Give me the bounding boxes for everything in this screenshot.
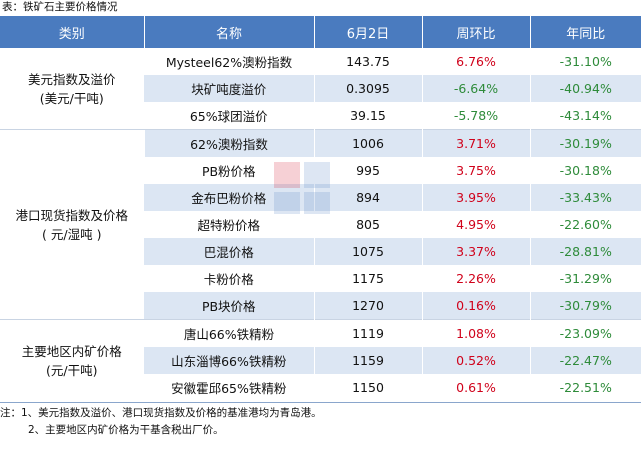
week-change: 3.95%	[421, 184, 530, 211]
item-name: PB粉价格	[144, 157, 314, 184]
price-value: 1270	[313, 292, 422, 320]
year-change: -31.29%	[529, 265, 641, 292]
header-wow: 周环比	[421, 16, 530, 48]
price-value: 1175	[313, 265, 422, 292]
price-value: 805	[313, 211, 422, 238]
item-name: 安徽霍邱65%铁精粉	[144, 374, 314, 401]
year-change: -31.10%	[529, 48, 641, 75]
week-change: 0.61%	[421, 374, 530, 401]
item-name: PB块价格	[144, 292, 314, 320]
item-name: 62%澳粉指数	[143, 129, 314, 157]
iron-ore-price-table: 类别 名称 6月2日 周环比 年同比 美元指数及溢价 (美元/干吨) Mysteel…	[0, 16, 641, 401]
week-change: 0.16%	[421, 292, 530, 320]
table-row: PB粉价格 995 3.75% -30.18%	[0, 157, 641, 184]
category-label: 主要地区内矿价格	[21, 343, 122, 359]
year-change: -43.14%	[529, 102, 641, 130]
year-change: -22.47%	[529, 347, 641, 374]
category-cell: 美元指数及溢价 (美元/干吨)	[0, 48, 144, 130]
week-change: 3.37%	[421, 238, 530, 265]
table-row: 65%球团溢价 39.15 -5.78% -43.14%	[0, 102, 641, 130]
category-unit: (美元/干吨)	[39, 90, 104, 106]
note-2: 2、主要地区内矿价格为干基含税出厂价。	[28, 424, 224, 436]
note-1: 注：1、美元指数及溢价、港口现货指数及价格的基准港均为青岛港。	[0, 407, 322, 419]
table-row: 安徽霍邱65%铁精粉 1150 0.61% -22.51%	[0, 374, 641, 401]
year-change: -30.79%	[529, 292, 641, 320]
header-yoy: 年同比	[529, 16, 641, 48]
week-change: 1.08%	[421, 319, 530, 347]
year-change: -22.60%	[529, 211, 641, 238]
year-change: -30.19%	[529, 129, 641, 157]
table-caption: 表：铁矿石主要价格情况	[2, 1, 118, 13]
week-change: 2.26%	[421, 265, 530, 292]
item-name: 金布巴粉价格	[144, 184, 314, 211]
category-cell: 港口现货指数及价格 ( 元/湿吨 )	[0, 129, 144, 320]
week-change: 3.71%	[421, 129, 530, 157]
year-change: -22.51%	[529, 374, 641, 401]
table-body: 美元指数及溢价 (美元/干吨) Mysteel62%澳粉指数 143.75 6.76% -…	[0, 48, 641, 401]
table-row: 金布巴粉价格 894 3.95% -33.43%	[0, 184, 641, 211]
item-name: 块矿吨度溢价	[144, 75, 314, 102]
price-value: 143.75	[313, 48, 422, 75]
category-cell: 主要地区内矿价格 (元/干吨)	[0, 319, 144, 401]
price-value: 995	[313, 157, 422, 184]
header-name: 名称	[143, 16, 314, 48]
week-change: -6.64%	[421, 75, 530, 102]
header-category: 类别	[0, 16, 144, 48]
item-name: 巴混价格	[144, 238, 314, 265]
year-change: -23.09%	[529, 319, 641, 347]
week-change: 6.76%	[421, 48, 530, 75]
table-row: 美元指数及溢价 (美元/干吨) Mysteel62%澳粉指数 143.75 6.76% -…	[0, 48, 641, 130]
item-name: 65%球团溢价	[144, 102, 314, 130]
week-change: 3.75%	[421, 157, 530, 184]
table-row: 卡粉价格 1175 2.26% -31.29%	[0, 265, 641, 292]
price-value: 1006	[313, 129, 422, 157]
table-row: 主要地区内矿价格 (元/干吨) 唐山66%铁精粉 1119 1.08% -23.09%	[0, 319, 641, 401]
price-value: 0.3095	[313, 75, 422, 102]
table-notes: 注：1、美元指数及溢价、港口现货指数及价格的基准港均为青岛港。 2、主要地区内矿…	[0, 402, 641, 439]
price-value: 894	[313, 184, 422, 211]
item-name: Mysteel62%澳粉指数	[143, 48, 314, 75]
table-row: PB块价格 1270 0.16% -30.79%	[0, 292, 641, 320]
item-name: 山东淄博66%铁精粉	[144, 347, 314, 374]
year-change: -33.43%	[529, 184, 641, 211]
week-change: 4.95%	[421, 211, 530, 238]
year-change: -28.81%	[529, 238, 641, 265]
week-change: -5.78%	[421, 102, 530, 130]
header-date: 6月2日	[313, 16, 422, 48]
price-value: 39.15	[313, 102, 422, 130]
header-row: 类别 名称 6月2日 周环比 年同比	[0, 16, 641, 48]
year-change: -40.94%	[529, 75, 641, 102]
table-row: 超特粉价格 805 4.95% -22.60%	[0, 211, 641, 238]
item-name: 卡粉价格	[144, 265, 314, 292]
price-value: 1075	[313, 238, 422, 265]
table-row: 港口现货指数及价格 ( 元/湿吨 ) 62%澳粉指数 1006 3.71% -30.19%	[0, 129, 641, 320]
table-row: 巴混价格 1075 3.37% -28.81%	[0, 238, 641, 265]
week-change: 0.52%	[421, 347, 530, 374]
item-name: 唐山66%铁精粉	[143, 319, 314, 347]
price-value: 1159	[313, 347, 422, 374]
category-label: 港口现货指数及价格	[15, 207, 128, 223]
category-label: 美元指数及溢价	[27, 71, 116, 87]
year-change: -30.18%	[529, 157, 641, 184]
price-value: 1119	[313, 319, 422, 347]
price-value: 1150	[313, 374, 422, 401]
category-unit: ( 元/湿吨 )	[42, 226, 102, 242]
table-row: 块矿吨度溢价 0.3095 -6.64% -40.94%	[0, 75, 641, 102]
table-row: 山东淄博66%铁精粉 1159 0.52% -22.47%	[0, 347, 641, 374]
category-unit: (元/干吨)	[46, 362, 98, 378]
item-name: 超特粉价格	[144, 211, 314, 238]
